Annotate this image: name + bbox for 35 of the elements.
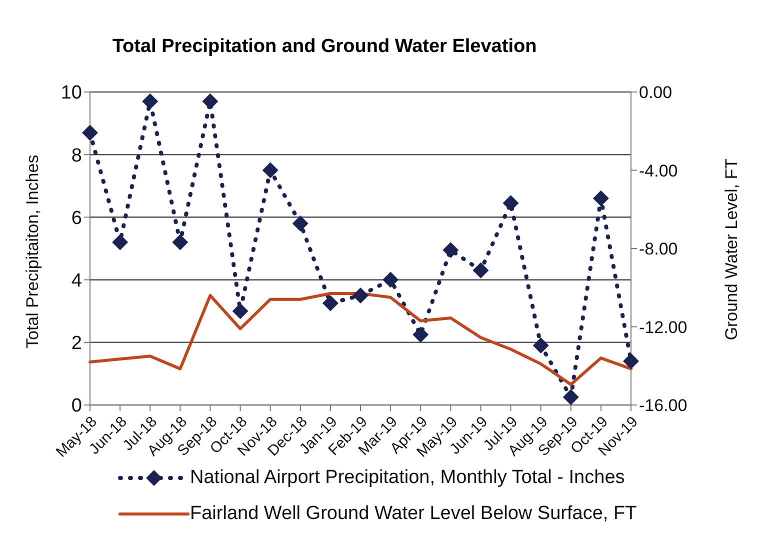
point [262,162,278,178]
point [532,338,549,354]
point [142,93,158,110]
point [623,353,639,370]
legend-label: National Airport Precipitation, Monthly Total - Inches [190,467,625,489]
y2-tick-label: -4.00 [639,161,678,180]
point [232,303,248,320]
y-tick-label: 2 [71,333,82,354]
y-tick-label: 10 [60,82,82,104]
y-tick-label: 8 [71,145,82,166]
y2-tick-label: -12.00 [639,318,688,337]
point [202,93,218,110]
point [82,124,98,141]
point [292,215,308,232]
y2-axis-title: Ground Water Level, FT [722,158,742,340]
y-tick-label: 0 [71,396,82,417]
point [172,234,188,250]
y2-tick-label: -16.00 [639,396,688,416]
point [472,262,489,278]
point [382,272,399,288]
y2-tick-label: 0.00 [639,83,672,102]
point [112,234,128,250]
point [442,242,459,258]
y-tick-label: 4 [71,270,82,292]
point [502,195,519,212]
point [412,326,429,343]
legend-label: Fairland Well Ground Water Level Below Surface, FT [190,503,637,525]
chart-title: Total Precipitation and Ground Water Elevation [111,35,538,59]
point [562,389,579,405]
y-axis-title: Total Precipitaiton, Inches [23,154,42,348]
point [322,295,338,312]
point [352,287,368,304]
point [592,190,609,206]
y2-tick-label: -8.00 [639,240,678,259]
y-tick-label: 6 [71,208,82,229]
